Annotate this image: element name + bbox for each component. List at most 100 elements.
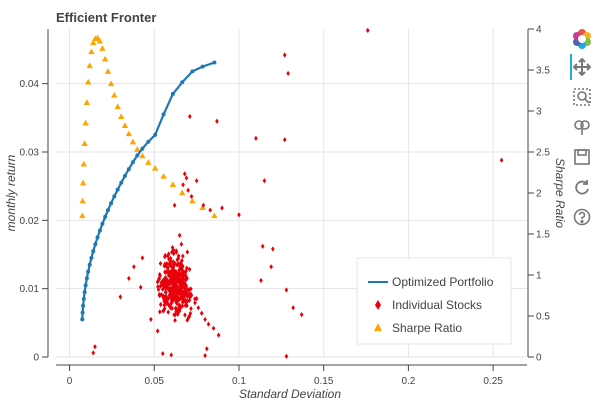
stock-point bbox=[173, 317, 177, 323]
optimized-portfolio-point bbox=[91, 249, 96, 254]
save-icon[interactable] bbox=[568, 144, 596, 170]
stock-point bbox=[169, 352, 174, 358]
optimized-portfolio-point bbox=[86, 269, 91, 274]
stock-point bbox=[160, 286, 165, 292]
stock-point bbox=[183, 312, 187, 318]
stock-point bbox=[174, 289, 178, 296]
sharpe-ratio-point bbox=[84, 78, 92, 85]
stock-point bbox=[182, 293, 186, 300]
stock-point bbox=[188, 113, 192, 120]
stock-point bbox=[176, 253, 181, 259]
stock-point bbox=[169, 289, 174, 295]
stock-point bbox=[160, 281, 164, 287]
stock-point bbox=[174, 299, 179, 305]
stock-point bbox=[140, 255, 145, 261]
stock-point bbox=[220, 205, 224, 211]
stock-point bbox=[176, 262, 181, 268]
optimized-portfolio-line bbox=[81, 61, 215, 320]
stock-point bbox=[172, 202, 177, 208]
optimized-portfolio-point bbox=[82, 290, 87, 295]
optimized-portfolio-point bbox=[115, 187, 120, 192]
stock-point bbox=[185, 249, 190, 255]
stock-point bbox=[365, 27, 370, 33]
x-tick-label: 0.05 bbox=[145, 376, 165, 387]
stock-point bbox=[165, 283, 169, 289]
sharpe-ratio-point bbox=[79, 179, 87, 186]
stock-point bbox=[175, 275, 179, 281]
stock-point bbox=[185, 298, 190, 304]
stock-point bbox=[183, 285, 188, 292]
sharpe-ratio-point bbox=[79, 197, 86, 204]
optimized-portfolio-point bbox=[126, 167, 131, 172]
optimized-portfolio-point bbox=[100, 221, 105, 226]
bokeh-logo-icon[interactable] bbox=[568, 26, 596, 52]
help-icon[interactable] bbox=[568, 204, 596, 230]
sharpe-ratio-point bbox=[151, 164, 159, 171]
optimized-portfolio-point bbox=[119, 180, 124, 185]
stock-point bbox=[164, 285, 168, 291]
stock-point bbox=[254, 135, 258, 141]
stock-point bbox=[149, 316, 153, 323]
stock-point bbox=[164, 298, 169, 304]
y2-tick-label: 2 bbox=[536, 189, 542, 200]
optimized-portfolio-point bbox=[122, 173, 127, 178]
stock-point bbox=[163, 289, 168, 295]
stock-point bbox=[184, 175, 189, 181]
y2-axis-label: Sharpe Ratio bbox=[553, 158, 567, 228]
sharpe-ratio-point bbox=[86, 62, 93, 69]
optimized-portfolio-point bbox=[180, 80, 185, 85]
optimized-portfolio-point bbox=[135, 153, 140, 158]
stock-point bbox=[174, 283, 179, 289]
reset-icon[interactable] bbox=[568, 174, 596, 200]
stock-point bbox=[259, 277, 263, 284]
stock-point bbox=[193, 300, 197, 306]
stock-point bbox=[179, 241, 184, 247]
legend-label-sharpe: Sharpe Ratio bbox=[392, 321, 462, 335]
sharpe-ratio-point bbox=[90, 39, 97, 46]
stock-point bbox=[188, 294, 192, 300]
stock-point bbox=[178, 283, 183, 289]
stock-point bbox=[282, 137, 287, 143]
box-zoom-icon[interactable] bbox=[568, 84, 596, 110]
stock-point bbox=[170, 292, 175, 298]
stock-point bbox=[183, 297, 188, 303]
stock-point bbox=[177, 281, 182, 287]
stock-point bbox=[162, 299, 167, 305]
optimized-portfolio-point bbox=[190, 69, 195, 74]
sharpe-ratio-point bbox=[179, 189, 186, 196]
stock-point bbox=[177, 266, 182, 272]
stock-point bbox=[177, 232, 182, 238]
optimized-portfolio-point bbox=[87, 262, 92, 267]
pan-tool-icon[interactable] bbox=[568, 54, 596, 80]
stock-point bbox=[185, 265, 189, 271]
stock-point bbox=[162, 306, 167, 312]
sharpe-ratio-point bbox=[189, 197, 196, 204]
stock-point bbox=[180, 262, 184, 268]
sharpe-ratio-point bbox=[79, 212, 86, 219]
stock-point bbox=[171, 250, 176, 257]
stock-point bbox=[174, 305, 178, 312]
stock-point bbox=[163, 254, 167, 260]
y-tick-label: 0 bbox=[33, 353, 39, 364]
stock-point bbox=[187, 266, 192, 272]
stock-point bbox=[91, 350, 96, 356]
stock-point bbox=[162, 276, 167, 282]
wheel-zoom-icon[interactable] bbox=[568, 114, 596, 140]
stock-point bbox=[163, 269, 167, 275]
y-tick-label: 0.03 bbox=[20, 148, 40, 159]
stock-point bbox=[181, 273, 185, 279]
sharpe-ratio-point bbox=[81, 140, 88, 146]
stock-point bbox=[260, 243, 265, 249]
stock-point bbox=[159, 292, 164, 298]
x-tick-label: 0.25 bbox=[483, 376, 503, 387]
stock-point bbox=[201, 202, 206, 208]
legend-swatch-sharpe bbox=[374, 323, 382, 331]
stock-point bbox=[162, 282, 167, 288]
stock-point bbox=[160, 278, 165, 284]
stock-point bbox=[166, 309, 171, 315]
stock-point bbox=[160, 350, 165, 357]
y2-tick-label: 0 bbox=[536, 353, 542, 364]
optimized-portfolio-point bbox=[81, 303, 86, 308]
stock-point bbox=[166, 272, 171, 278]
